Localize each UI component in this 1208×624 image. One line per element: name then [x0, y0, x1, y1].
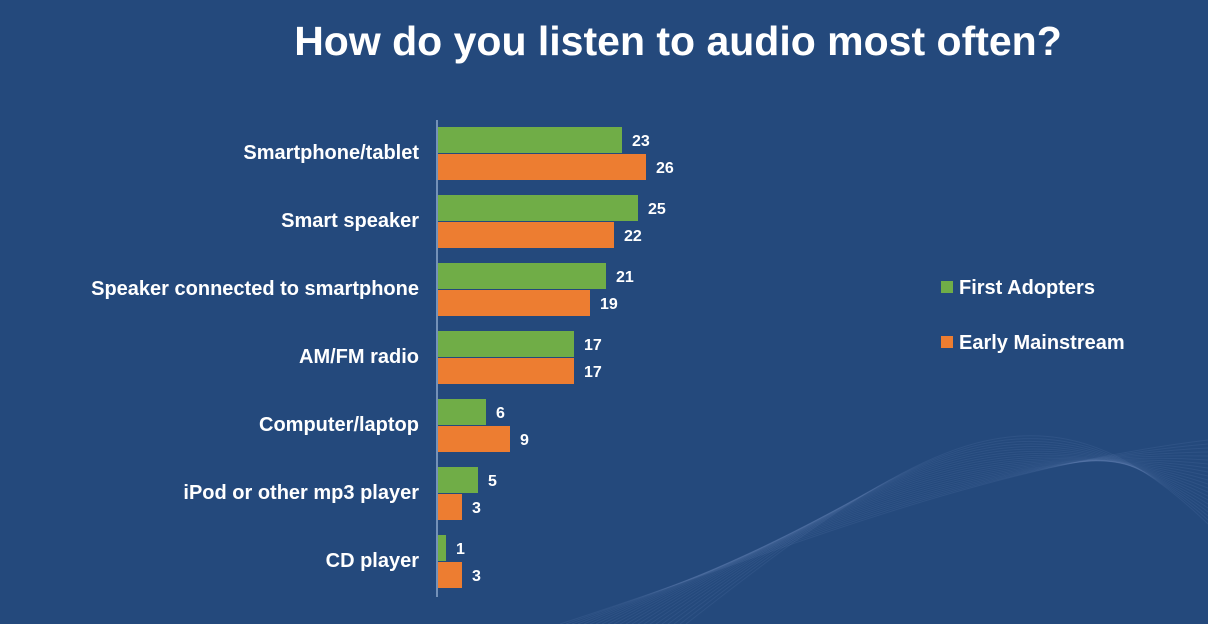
bar-first-adopters — [438, 127, 622, 153]
bar-first-adopters — [438, 263, 606, 289]
background-wave-line — [559, 439, 1208, 624]
background-wave-line — [595, 459, 1208, 624]
background-wave-line — [589, 457, 1208, 624]
background-wave-line — [601, 460, 1208, 624]
bar-early-mainstream — [438, 290, 590, 316]
legend-label: First Adopters — [959, 277, 1095, 299]
background-wave-line — [655, 448, 1208, 624]
background-wave-line — [619, 459, 1208, 624]
category-label: Computer/laptop — [259, 414, 419, 436]
data-label: 22 — [624, 228, 642, 245]
category-label: CD player — [326, 550, 420, 572]
background-wave-line — [673, 440, 1208, 624]
category-label: AM/FM radio — [299, 346, 419, 368]
legend-swatch — [941, 281, 953, 293]
data-label: 26 — [656, 160, 674, 177]
data-label: 3 — [472, 500, 481, 517]
bar-early-mainstream — [438, 426, 510, 452]
bar-early-mainstream — [438, 494, 462, 520]
background-wave-line — [685, 435, 1208, 624]
background-wave-line — [679, 438, 1208, 624]
legend-swatch — [941, 336, 953, 348]
data-label: 19 — [600, 296, 618, 313]
bar-early-mainstream — [438, 562, 462, 588]
category-label: iPod or other mp3 player — [183, 482, 419, 504]
background-wave-line — [643, 452, 1208, 624]
data-label: 17 — [584, 364, 602, 381]
data-label: 6 — [496, 405, 505, 422]
background-wave-line — [607, 460, 1208, 624]
bar-first-adopters — [438, 399, 486, 425]
background-wave-line — [661, 445, 1208, 624]
data-label: 9 — [520, 432, 529, 449]
bar-early-mainstream — [438, 358, 574, 384]
background-wave-line — [577, 451, 1208, 624]
bar-early-mainstream — [438, 222, 614, 248]
data-label: 25 — [648, 201, 666, 218]
background-wave-line — [571, 447, 1208, 624]
background-wave-line — [613, 460, 1208, 624]
data-label: 23 — [632, 133, 650, 150]
chart-title: How do you listen to audio most often? — [294, 18, 1062, 64]
bar-first-adopters — [438, 467, 478, 493]
bar-early-mainstream — [438, 154, 646, 180]
bar-first-adopters — [438, 195, 638, 221]
background-wave-line — [565, 443, 1208, 624]
background-wave-line — [649, 450, 1208, 624]
data-label: 5 — [488, 473, 497, 490]
background-wave-line — [637, 454, 1208, 624]
background-wave-line — [625, 458, 1208, 624]
background-wave-line — [631, 456, 1208, 624]
bar-first-adopters — [438, 331, 574, 357]
data-label: 3 — [472, 568, 481, 585]
legend-label: Early Mainstream — [959, 332, 1125, 354]
background-wave-line — [667, 443, 1208, 624]
data-label: 21 — [616, 269, 634, 286]
category-label: Smart speaker — [281, 210, 419, 232]
data-label: 17 — [584, 337, 602, 354]
bar-first-adopters — [438, 535, 446, 561]
background-wave-line — [583, 455, 1208, 624]
category-label: Smartphone/tablet — [243, 142, 419, 164]
data-label: 1 — [456, 541, 465, 558]
category-label: Speaker connected to smartphone — [91, 278, 419, 300]
